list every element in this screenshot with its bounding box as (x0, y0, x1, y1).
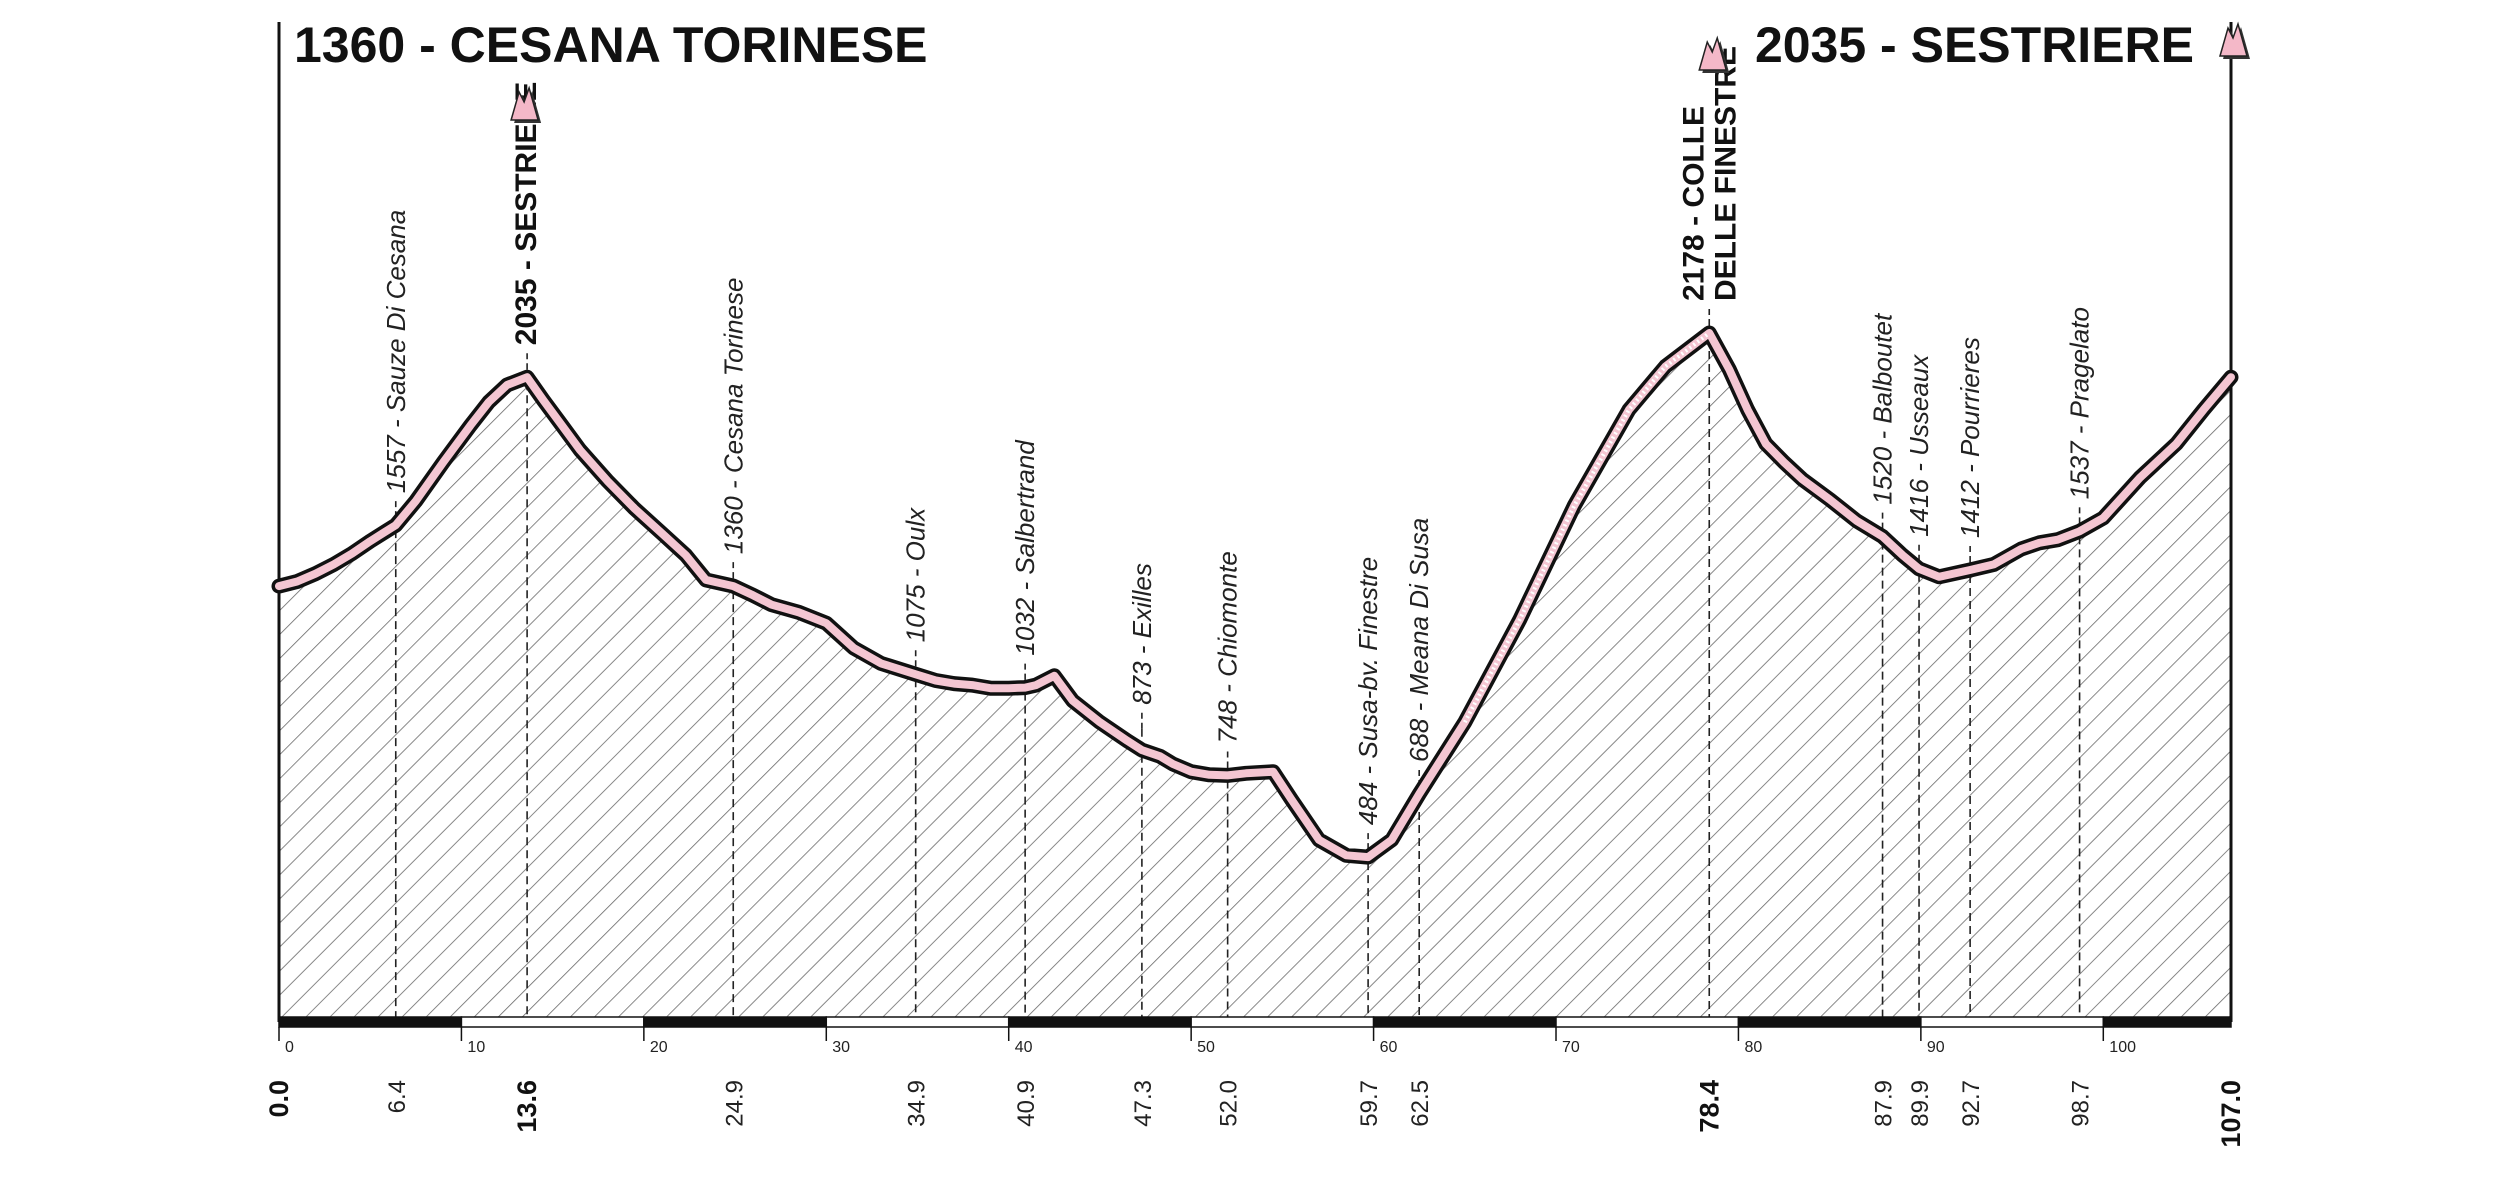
km-label: 34.9 (904, 1080, 931, 1127)
km-bar-segment (825, 1016, 1010, 1028)
gravel-section (1463, 331, 1711, 724)
x-tick-label: 10 (467, 1039, 485, 1056)
x-tick-label: 100 (2109, 1039, 2136, 1056)
x-tick-label: 50 (1197, 1039, 1215, 1056)
waypoint-label: 484 - Susa-bv. Finestre (1353, 557, 1383, 825)
km-label: 24.9 (721, 1080, 748, 1127)
km-bar-segment (2102, 1016, 2232, 1028)
x-tick-label: 0 (285, 1039, 294, 1056)
km-bar-segment (460, 1016, 645, 1028)
mountain-marker-icon (2219, 21, 2250, 59)
x-tick-label: 20 (650, 1039, 668, 1056)
waypoint-label: 1520 - Balboutet (1868, 312, 1898, 505)
km-bar-segment (1555, 1016, 1740, 1028)
x-tick-label: 30 (832, 1039, 850, 1056)
mountain-marker-icon (510, 85, 542, 123)
mountain-marker-icon (1698, 35, 1730, 73)
km-label: 62.5 (1407, 1080, 1434, 1127)
waypoint-label: 1075 - Oulx (901, 507, 931, 642)
km-bar-segment (1372, 1016, 1557, 1028)
x-tick-label: 70 (1562, 1039, 1580, 1056)
km-label: 40.9 (1013, 1080, 1040, 1127)
km-label: 6.4 (384, 1080, 411, 1113)
waypoint-label: 2035 - SESTRIERE (510, 82, 543, 345)
km-label: 52.0 (1216, 1080, 1243, 1127)
waypoint-label: 748 - Chiomonte (1213, 551, 1243, 743)
waypoint-label: 1557 - Sauze Di Cesana (381, 210, 411, 493)
km-label: 87.9 (1871, 1080, 1898, 1127)
waypoint-label: 1032 - Salbertrand (1010, 439, 1040, 656)
km-label: 92.7 (1958, 1080, 1985, 1127)
km-label: 78.4 (1694, 1080, 1724, 1133)
km-axis-layer: 0 10 20 30 40 50 60 70 80 90 100 (278, 1016, 2232, 1056)
profile-area (279, 333, 2231, 1022)
waypoint-label: 1416 - Usseaux (1904, 354, 1934, 537)
km-bar-segment (1007, 1016, 1192, 1028)
km-label: 0.0 (264, 1080, 294, 1118)
start-title: 1360 - CESANA TORINESE (294, 17, 928, 73)
waypoint-label: 873 - Exilles (1127, 563, 1157, 705)
km-bar-segment (278, 1016, 463, 1028)
waypoint-label: 2178 - COLLE (1677, 106, 1710, 301)
waypoint-label-line2: DELLE FINESTRE (1709, 46, 1742, 301)
finish-title: 2035 - SESTRIERE (1755, 17, 2194, 73)
profile-line (275, 329, 2235, 862)
x-tick-label: 60 (1380, 1039, 1398, 1056)
km-bar-segment (1920, 1016, 2105, 1028)
km-label: 98.7 (2068, 1080, 2095, 1127)
km-bar-segment (1737, 1016, 1922, 1028)
km-label: 89.9 (1907, 1080, 1934, 1127)
km-bar-segment (643, 1016, 828, 1028)
waypoint-label: 1412 - Pourrieres (1955, 337, 1985, 538)
profile-area-layer (277, 22, 2233, 1022)
x-tick-label: 80 (1744, 1039, 1762, 1056)
x-tick-label: 90 (1927, 1039, 1945, 1056)
km-label: 107.0 (2216, 1080, 2246, 1148)
profile-line-layer (271, 325, 2239, 865)
waypoint-label: 688 - Meana Di Susa (1404, 518, 1434, 762)
km-label: 13.6 (512, 1080, 542, 1133)
waypoint-label: 1537 - Pragelato (2065, 307, 2095, 499)
waypoint-guides-layer (394, 307, 2081, 1019)
waypoint-label: 1360 - Cesana Torinese (718, 278, 748, 555)
km-label: 47.3 (1130, 1080, 1157, 1127)
x-tick-label: 40 (1015, 1039, 1033, 1056)
km-bar-segment (1190, 1016, 1375, 1028)
km-label: 59.7 (1356, 1080, 1383, 1127)
